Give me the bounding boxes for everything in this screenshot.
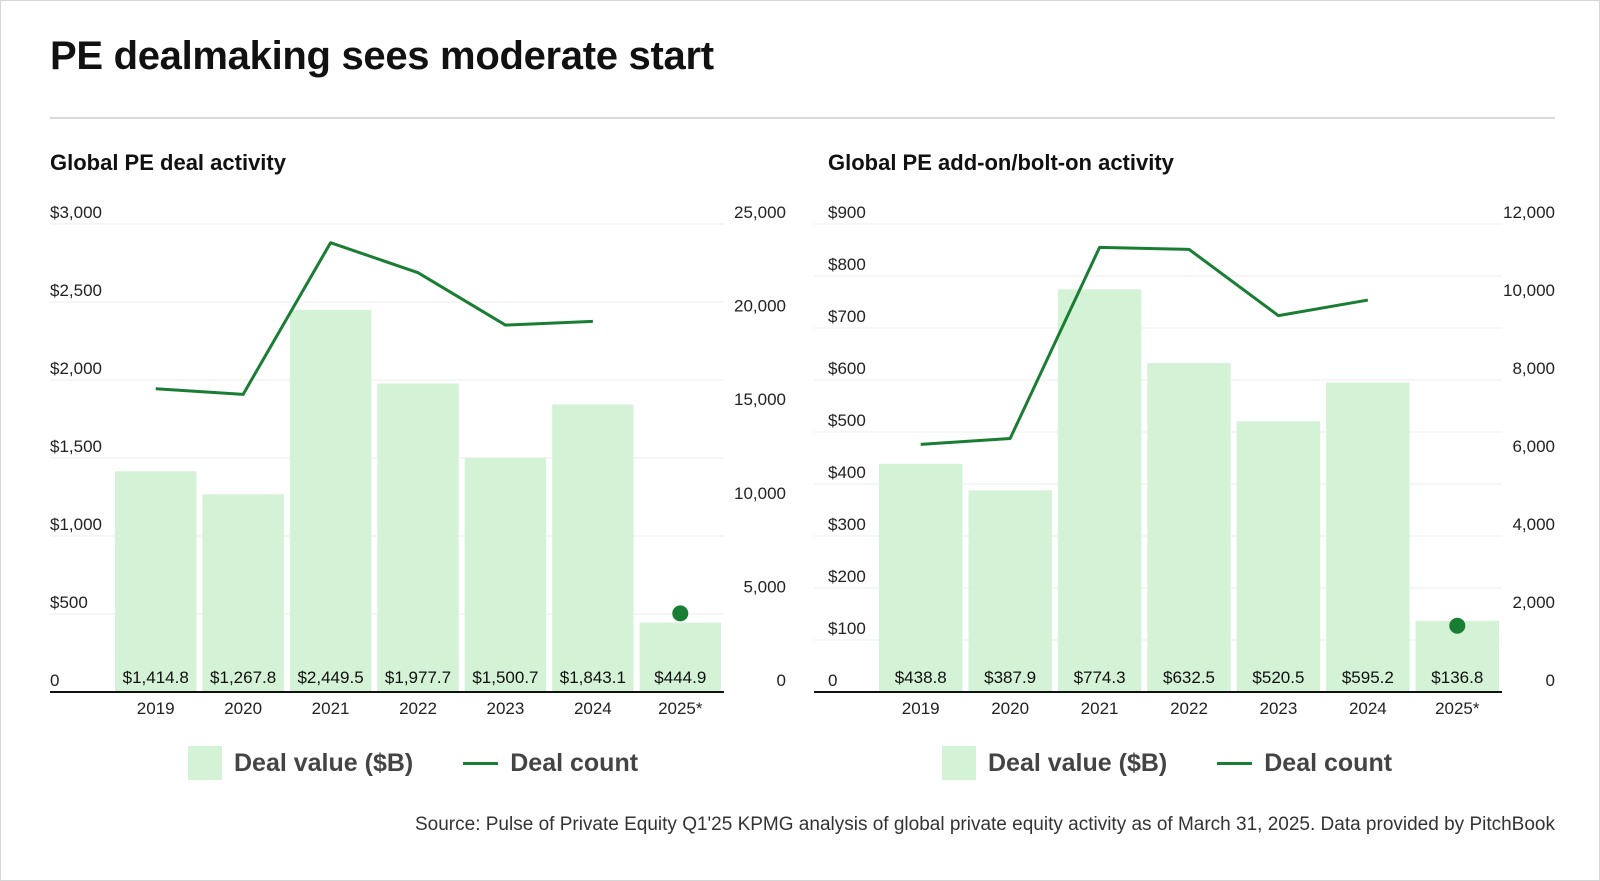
addon-activity-left-tick-label: $600 <box>828 359 866 378</box>
addon-activity-right-tick-label: 8,000 <box>1512 359 1555 378</box>
addon-activity-right-tick-label: 12,000 <box>1503 203 1555 222</box>
deal-activity-right-tick-label: 0 <box>777 671 786 690</box>
addon-activity-right-tick-label: 10,000 <box>1503 281 1555 300</box>
deal-activity-bar <box>289 309 372 692</box>
addon-activity-right-tick-label: 2,000 <box>1512 593 1555 612</box>
deal-activity-category-label: 2019 <box>137 699 175 718</box>
addon-activity-left-tick-label: 0 <box>828 671 837 690</box>
legend-left: Deal value ($B) Deal count <box>188 746 638 780</box>
deal-activity-left-tick-label: $1,500 <box>50 437 102 456</box>
deal-activity-category-label: 2022 <box>399 699 437 718</box>
addon-activity-left-tick-label: $400 <box>828 463 866 482</box>
deal-activity-bar <box>202 494 284 692</box>
deal-activity-category-label: 2023 <box>487 699 525 718</box>
deal-activity-bar-value-label: $1,500.7 <box>472 668 538 687</box>
deal-activity-left-tick-label: $2,500 <box>50 281 102 300</box>
deal-activity-deal-count-marker <box>672 605 689 622</box>
deal-activity-category-label: 2020 <box>224 699 262 718</box>
deal-activity-right-tick-label: 15,000 <box>734 390 786 409</box>
page-title: PE dealmaking sees moderate start <box>50 34 714 78</box>
addon-activity-bar <box>1057 289 1142 692</box>
deal-activity-left-tick-label: $1,000 <box>50 515 102 534</box>
addon-activity-right-tick-label: 6,000 <box>1512 437 1555 456</box>
addon-activity-bar <box>1326 382 1410 692</box>
deal-activity-bar-value-label: $1,843.1 <box>560 668 626 687</box>
addon-activity-category-label: 2025* <box>1435 699 1480 718</box>
deal-activity-category-label: 2024 <box>574 699 612 718</box>
deal-activity-bar-value-label: $2,449.5 <box>297 668 363 687</box>
deal-activity-right-tick-label: 5,000 <box>743 577 786 596</box>
addon-activity-category-label: 2022 <box>1170 699 1208 718</box>
title-divider <box>50 117 1555 119</box>
addon-activity-bar-value-label: $387.9 <box>984 668 1036 687</box>
legend-bar-label: Deal value ($B) <box>988 748 1168 777</box>
deal-activity-left-tick-label: $2,000 <box>50 359 102 378</box>
addon-activity-bar-value-label: $632.5 <box>1163 668 1215 687</box>
addon-activity-left-tick-label: $200 <box>828 567 866 586</box>
chart-title-addon-activity: Global PE add-on/bolt-on activity <box>828 150 1174 175</box>
addon-activity-bar-value-label: $595.2 <box>1342 668 1394 687</box>
addon-activity-left-tick-label: $300 <box>828 515 866 534</box>
legend-bar-swatch <box>188 746 222 780</box>
deal-activity-bar <box>464 457 547 692</box>
addon-activity-category-label: 2019 <box>902 699 940 718</box>
addon-activity-bar-value-label: $438.8 <box>895 668 947 687</box>
addon-activity-left-tick-label: $500 <box>828 411 866 430</box>
addon-activity-bar <box>1147 363 1231 692</box>
deal-activity-category-label: 2021 <box>312 699 350 718</box>
legend-right: Deal value ($B) Deal count <box>942 746 1392 780</box>
deal-activity-deal-count-line <box>155 241 593 396</box>
deal-activity-bar-value-label: $1,977.7 <box>385 668 451 687</box>
addon-activity-bar <box>879 463 963 692</box>
chart-title-deal-activity: Global PE deal activity <box>50 150 286 175</box>
addon-activity-category-label: 2020 <box>991 699 1029 718</box>
deal-activity-left-tick-label: $500 <box>50 593 88 612</box>
deal-activity-right-tick-label: 20,000 <box>734 297 786 316</box>
addon-activity-bar-value-label: $520.5 <box>1252 668 1304 687</box>
deal-activity-bar-value-label: $444.9 <box>654 668 706 687</box>
deal-activity-category-label: 2025* <box>658 699 703 718</box>
addon-activity-deal-count-line <box>920 245 1369 446</box>
deal-activity-right-tick-label: 10,000 <box>734 484 786 503</box>
deal-activity-bar <box>639 622 721 692</box>
deal-activity-left-tick-label: 0 <box>50 671 59 690</box>
addon-activity-bar <box>968 490 1052 692</box>
addon-activity-category-label: 2024 <box>1349 699 1387 718</box>
addon-activity-left-tick-label: $900 <box>828 203 866 222</box>
addon-activity-bar-value-label: $136.8 <box>1431 668 1483 687</box>
addon-activity-left-tick-label: $100 <box>828 619 866 638</box>
addon-activity-bar <box>1236 421 1321 692</box>
addon-activity-deal-count-marker <box>1449 617 1466 634</box>
addon-activity-left-tick-label: $800 <box>828 255 866 274</box>
deal-activity-bar <box>115 471 197 692</box>
addon-activity-bar-value-label: $774.3 <box>1074 668 1126 687</box>
legend-line-label: Deal count <box>510 748 639 777</box>
addon-activity-category-label: 2023 <box>1260 699 1298 718</box>
legend-bar-swatch <box>942 746 976 780</box>
legend-line-swatch <box>1217 761 1253 765</box>
legend-bar-label: Deal value ($B) <box>234 748 414 777</box>
deal-activity-bar <box>552 404 634 692</box>
legend-line-label: Deal count <box>1264 748 1393 777</box>
deal-activity-bar-value-label: $1,267.8 <box>210 668 276 687</box>
deal-activity-bar-value-label: $1,414.8 <box>123 668 189 687</box>
deal-activity-left-tick-label: $3,000 <box>50 203 102 222</box>
deal-activity-right-tick-label: 25,000 <box>734 203 786 222</box>
addon-activity-left-tick-label: $700 <box>828 307 866 326</box>
source-note: Source: Pulse of Private Equity Q1'25 KP… <box>415 814 1555 835</box>
deal-activity-bar <box>377 383 459 692</box>
addon-activity-category-label: 2021 <box>1081 699 1119 718</box>
addon-activity-right-tick-label: 4,000 <box>1512 515 1555 534</box>
addon-activity-right-tick-label: 0 <box>1546 671 1555 690</box>
legend-line-swatch <box>463 761 499 765</box>
